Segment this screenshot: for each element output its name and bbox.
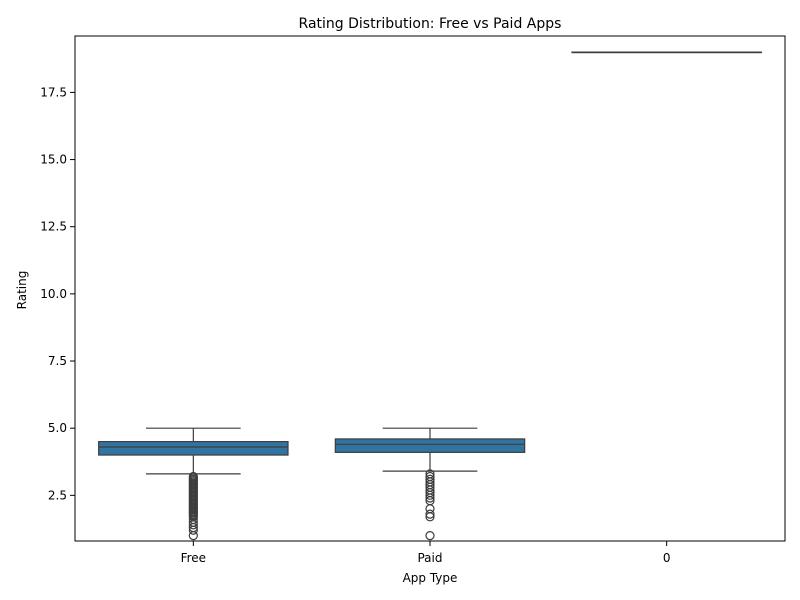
y-tick-label: 5.0 <box>48 421 67 435</box>
box-iqr <box>98 441 289 456</box>
y-tick-label: 17.5 <box>40 85 67 99</box>
y-tick-label: 12.5 <box>40 220 67 234</box>
outlier-point <box>425 512 435 522</box>
outlier-point <box>425 531 435 541</box>
outlier-point <box>188 531 198 541</box>
outlier-point <box>188 525 198 535</box>
box-iqr <box>334 438 526 453</box>
x-axis-label: App Type <box>403 571 458 585</box>
x-tick-label: Free <box>181 551 206 565</box>
y-tick-label: 15.0 <box>40 153 67 167</box>
x-tick-label: Paid <box>417 551 442 565</box>
chart-title: Rating Distribution: Free vs Paid Apps <box>299 16 562 32</box>
y-tick-label: 10.0 <box>40 287 67 301</box>
y-tick-label: 7.5 <box>48 354 67 368</box>
y-axis-label: Rating <box>15 271 29 310</box>
outlier-point <box>425 490 435 500</box>
outlier-point <box>425 509 435 519</box>
outlier-point <box>425 493 435 503</box>
outlier-point <box>188 520 198 530</box>
x-tick-label: 0 <box>663 551 671 565</box>
y-tick-label: 2.5 <box>48 488 67 502</box>
plot-area <box>98 51 762 541</box>
